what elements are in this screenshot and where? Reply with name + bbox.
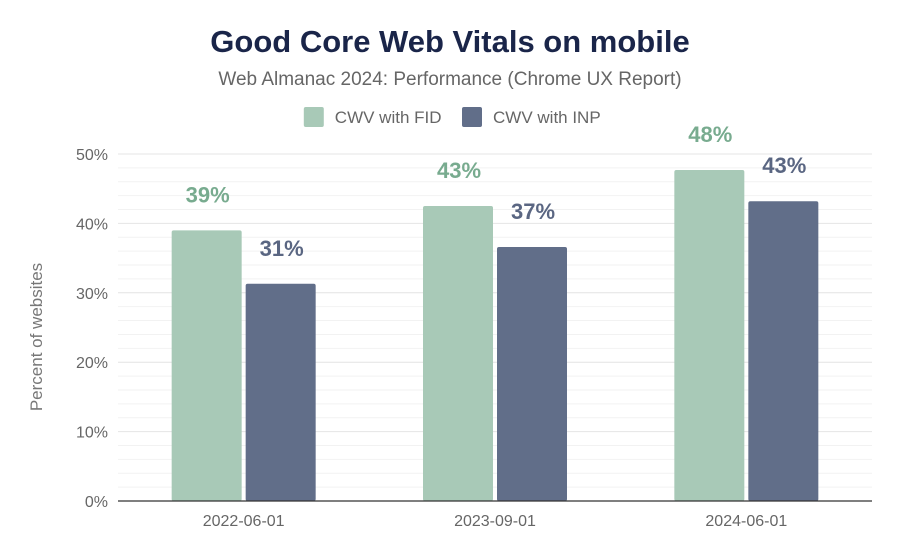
- x-tick-label: 2023-09-01: [454, 513, 536, 530]
- chart-title: Good Core Web Vitals on mobile: [210, 24, 689, 59]
- bar: [674, 169, 745, 501]
- legend-swatch: [303, 107, 324, 127]
- legend-label: CWV with FID: [335, 108, 442, 127]
- y-tick-label: 30%: [76, 286, 108, 303]
- bar: [423, 206, 493, 502]
- x-tick-label: 2022-06-01: [203, 513, 285, 530]
- data-label: 39%: [186, 182, 230, 207]
- data-label: 43%: [437, 158, 481, 183]
- gridlines: [118, 153, 872, 488]
- legend-label: CWV with INP: [493, 108, 601, 127]
- y-axis-label: Percent of websites: [27, 263, 46, 411]
- chart-subtitle: Web Almanac 2024: Performance (Chrome UX…: [218, 69, 681, 90]
- y-tick-label: 20%: [76, 355, 108, 372]
- y-tick-label: 50%: [76, 147, 108, 164]
- data-label: 31%: [260, 236, 304, 261]
- bar: [497, 246, 567, 501]
- data-label: 37%: [511, 199, 555, 224]
- bar: [245, 283, 316, 501]
- bar: [748, 201, 819, 501]
- legend: CWV with FID CWV with INP: [303, 107, 601, 127]
- axes: 0% 10% 20% 30% 40% 50% 2022-06-01 2023-09-01 202…: [76, 147, 872, 530]
- x-tick-label: 2024-06-01: [705, 513, 787, 530]
- legend-swatch: [462, 107, 482, 127]
- y-tick-label: 0%: [85, 494, 108, 511]
- data-label: 48%: [688, 122, 732, 147]
- bars: 39% 31% 43% 37% 48% 43%: [171, 122, 819, 502]
- y-tick-label: 40%: [76, 216, 108, 233]
- y-tick-label: 10%: [76, 425, 108, 442]
- bar: [171, 230, 242, 501]
- data-label: 43%: [762, 153, 806, 178]
